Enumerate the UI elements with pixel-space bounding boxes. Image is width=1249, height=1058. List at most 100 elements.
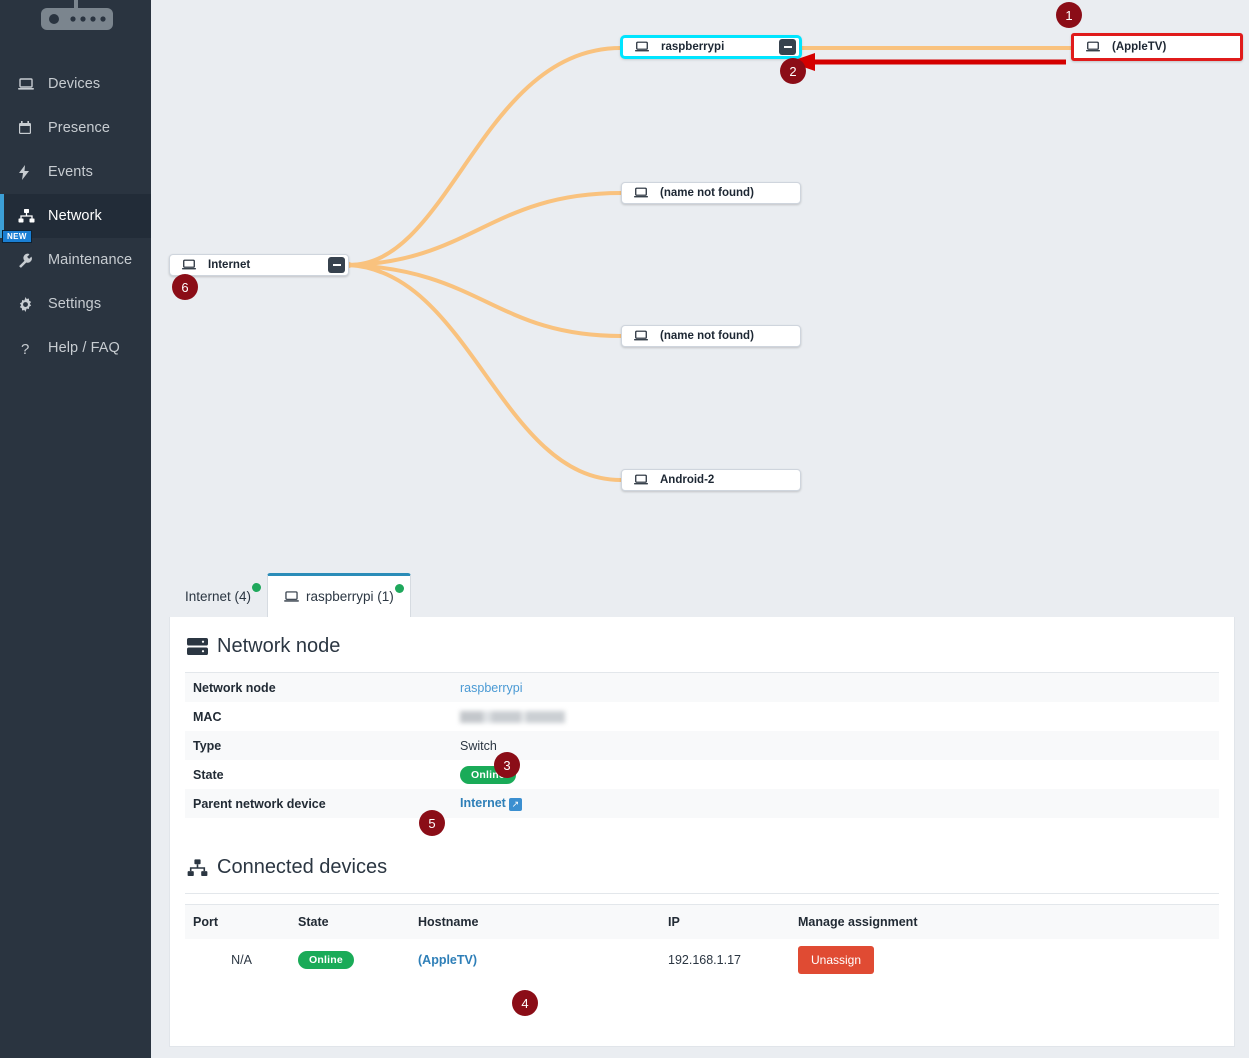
parent-device-link[interactable]: Internet bbox=[460, 796, 506, 811]
status-dot-online bbox=[394, 584, 404, 593]
topology-node-appletv[interactable]: (AppleTV) bbox=[1071, 33, 1243, 61]
svg-text:?: ? bbox=[21, 341, 29, 356]
topology-node-label: raspberrypi bbox=[661, 41, 725, 53]
collapse-button-internet[interactable] bbox=[328, 257, 345, 273]
section-title: Network node bbox=[217, 635, 341, 657]
row-key: Network node bbox=[193, 680, 276, 695]
divider bbox=[185, 893, 1219, 894]
column-header-ip: IP bbox=[660, 904, 790, 939]
row-key: State bbox=[193, 767, 224, 782]
sidebar-item-label: Network bbox=[48, 208, 102, 224]
sitemap-icon bbox=[18, 209, 38, 223]
detail-tabs: Internet (4) raspberrypi (1) bbox=[169, 573, 411, 617]
wrench-icon bbox=[18, 253, 38, 268]
laptop-icon bbox=[634, 474, 648, 486]
sidebar: Devices Presence Events Network NEW bbox=[0, 0, 151, 1058]
cell-port: N/A bbox=[185, 938, 290, 981]
app-logo[interactable] bbox=[0, 0, 151, 62]
row-key: Type bbox=[193, 738, 222, 753]
row-value: Online bbox=[452, 760, 1219, 789]
sitemap-icon bbox=[187, 858, 208, 877]
status-dot-online bbox=[252, 583, 262, 592]
sidebar-item-label: Settings bbox=[48, 296, 102, 312]
laptop-icon bbox=[635, 41, 649, 53]
row-key: Parent network device bbox=[193, 796, 326, 811]
topology-node-label: (name not found) bbox=[660, 330, 754, 342]
sidebar-item-maintenance[interactable]: NEW Maintenance bbox=[0, 230, 151, 282]
laptop-icon bbox=[284, 590, 299, 603]
row-value: raspberrypi bbox=[452, 673, 1219, 702]
table-row: Parent network device Internet ↗ bbox=[185, 789, 1219, 818]
divider bbox=[185, 672, 1219, 673]
table-row: Network node raspberrypi bbox=[185, 673, 1219, 702]
cell-hostname: (AppleTV) bbox=[410, 938, 660, 981]
sidebar-item-help-faq[interactable]: ? Help / FAQ bbox=[0, 326, 151, 370]
topology-node-name-not-found-2[interactable]: (name not found) bbox=[621, 325, 801, 347]
row-value bbox=[452, 702, 1219, 731]
bolt-icon bbox=[18, 164, 38, 180]
laptop-icon bbox=[634, 187, 648, 199]
network-node-table: Network node raspberrypi MAC Type Switch bbox=[185, 673, 1219, 818]
router-icon bbox=[40, 0, 113, 30]
row-value: Switch bbox=[460, 738, 497, 753]
cell-manage-assignment: Unassign bbox=[790, 938, 1219, 981]
laptop-icon bbox=[634, 330, 648, 342]
callout-marker-1: 1 bbox=[1056, 2, 1082, 28]
cell-state: Online bbox=[290, 938, 410, 981]
topology-node-internet[interactable]: Internet bbox=[169, 254, 349, 276]
sidebar-item-devices[interactable]: Devices bbox=[0, 62, 151, 106]
mac-redacted-value bbox=[460, 711, 565, 724]
table-row: MAC bbox=[185, 702, 1219, 731]
sidebar-item-settings[interactable]: Settings bbox=[0, 282, 151, 326]
sidebar-item-presence[interactable]: Presence bbox=[0, 106, 151, 150]
sidebar-item-events[interactable]: Events bbox=[0, 150, 151, 194]
topology-node-raspberrypi[interactable]: raspberrypi bbox=[621, 36, 801, 58]
section-title: Connected devices bbox=[217, 856, 388, 878]
topology-node-android-2[interactable]: Android-2 bbox=[621, 469, 801, 491]
column-header-manage-assignment: Manage assignment bbox=[790, 904, 1219, 939]
sidebar-item-label: Devices bbox=[48, 76, 101, 92]
server-icon bbox=[187, 637, 208, 656]
column-header-state: State bbox=[290, 904, 410, 939]
main-content: Internet raspberrypi (name not found) bbox=[151, 0, 1249, 1058]
network-node-link[interactable]: raspberrypi bbox=[460, 680, 523, 695]
connected-devices-heading: Connected devices bbox=[170, 818, 1234, 893]
callout-marker-6: 6 bbox=[172, 274, 198, 300]
topology-node-label: (name not found) bbox=[660, 187, 754, 199]
table-row: Type Switch bbox=[185, 731, 1219, 760]
table-row: State Online bbox=[185, 760, 1219, 789]
sidebar-item-label: Maintenance bbox=[48, 252, 133, 268]
unassign-button[interactable]: Unassign bbox=[798, 945, 875, 974]
collapse-button-raspberrypi[interactable] bbox=[779, 39, 796, 55]
tab-raspberrypi[interactable]: raspberrypi (1) bbox=[267, 573, 411, 617]
topology-node-label: (AppleTV) bbox=[1112, 41, 1167, 53]
callout-marker-5: 5 bbox=[419, 810, 445, 836]
status-badge: Online bbox=[298, 950, 354, 969]
callout-marker-2: 2 bbox=[780, 58, 806, 84]
column-header-hostname: Hostname bbox=[410, 904, 660, 939]
callout-marker-4: 4 bbox=[512, 990, 538, 1016]
topology-node-name-not-found-1[interactable]: (name not found) bbox=[621, 182, 801, 204]
topology-node-label: Internet bbox=[208, 259, 251, 271]
hostname-link[interactable]: (AppleTV) bbox=[418, 952, 478, 967]
laptop-icon bbox=[18, 77, 38, 91]
tab-label: raspberrypi (1) bbox=[306, 589, 394, 604]
row-key: MAC bbox=[193, 709, 222, 724]
detail-panel: Network node Network node raspberrypi MA… bbox=[169, 617, 1235, 1047]
question-icon: ? bbox=[18, 341, 38, 356]
sidebar-item-label: Help / FAQ bbox=[48, 340, 120, 356]
external-link-icon[interactable]: ↗ bbox=[508, 797, 522, 811]
network-node-heading: Network node bbox=[170, 617, 1234, 672]
annotation-arrow bbox=[789, 53, 1066, 71]
tab-internet[interactable]: Internet (4) bbox=[169, 575, 267, 617]
row-value: Internet ↗ bbox=[452, 789, 1219, 818]
sidebar-item-label: Events bbox=[48, 164, 93, 180]
new-badge: NEW bbox=[2, 230, 32, 243]
network-topology-canvas[interactable]: Internet raspberrypi (name not found) bbox=[151, 0, 1249, 570]
column-header-port: Port bbox=[185, 904, 290, 939]
sidebar-item-label: Presence bbox=[48, 120, 111, 136]
laptop-icon bbox=[182, 259, 196, 271]
topology-node-label: Android-2 bbox=[660, 474, 715, 486]
callout-marker-3: 3 bbox=[494, 752, 520, 778]
